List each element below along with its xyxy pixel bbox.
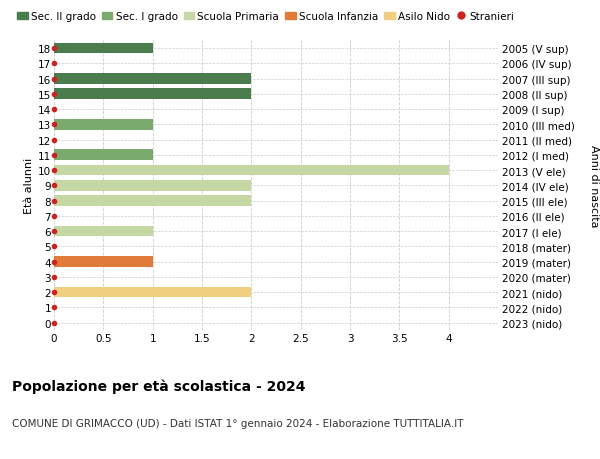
Bar xyxy=(54,257,152,267)
Bar xyxy=(54,180,251,191)
Bar xyxy=(54,120,152,130)
Bar xyxy=(54,226,152,237)
Legend: Sec. II grado, Sec. I grado, Scuola Primaria, Scuola Infanzia, Asilo Nido, Stran: Sec. II grado, Sec. I grado, Scuola Prim… xyxy=(17,12,515,22)
Text: Popolazione per età scolastica - 2024: Popolazione per età scolastica - 2024 xyxy=(12,379,305,393)
Y-axis label: Età alunni: Età alunni xyxy=(24,158,34,214)
Bar xyxy=(54,196,251,207)
Bar xyxy=(54,44,152,54)
Y-axis label: Anni di nascita: Anni di nascita xyxy=(589,145,599,227)
Bar xyxy=(54,287,251,298)
Bar xyxy=(54,89,251,100)
Bar xyxy=(54,150,152,161)
Bar xyxy=(54,74,251,84)
Bar xyxy=(54,165,449,176)
Text: COMUNE DI GRIMACCO (UD) - Dati ISTAT 1° gennaio 2024 - Elaborazione TUTTITALIA.I: COMUNE DI GRIMACCO (UD) - Dati ISTAT 1° … xyxy=(12,418,464,428)
